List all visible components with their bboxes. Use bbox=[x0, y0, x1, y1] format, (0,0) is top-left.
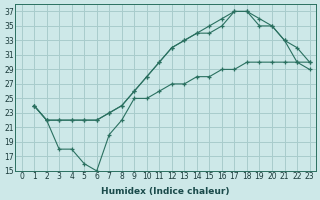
X-axis label: Humidex (Indice chaleur): Humidex (Indice chaleur) bbox=[101, 187, 230, 196]
